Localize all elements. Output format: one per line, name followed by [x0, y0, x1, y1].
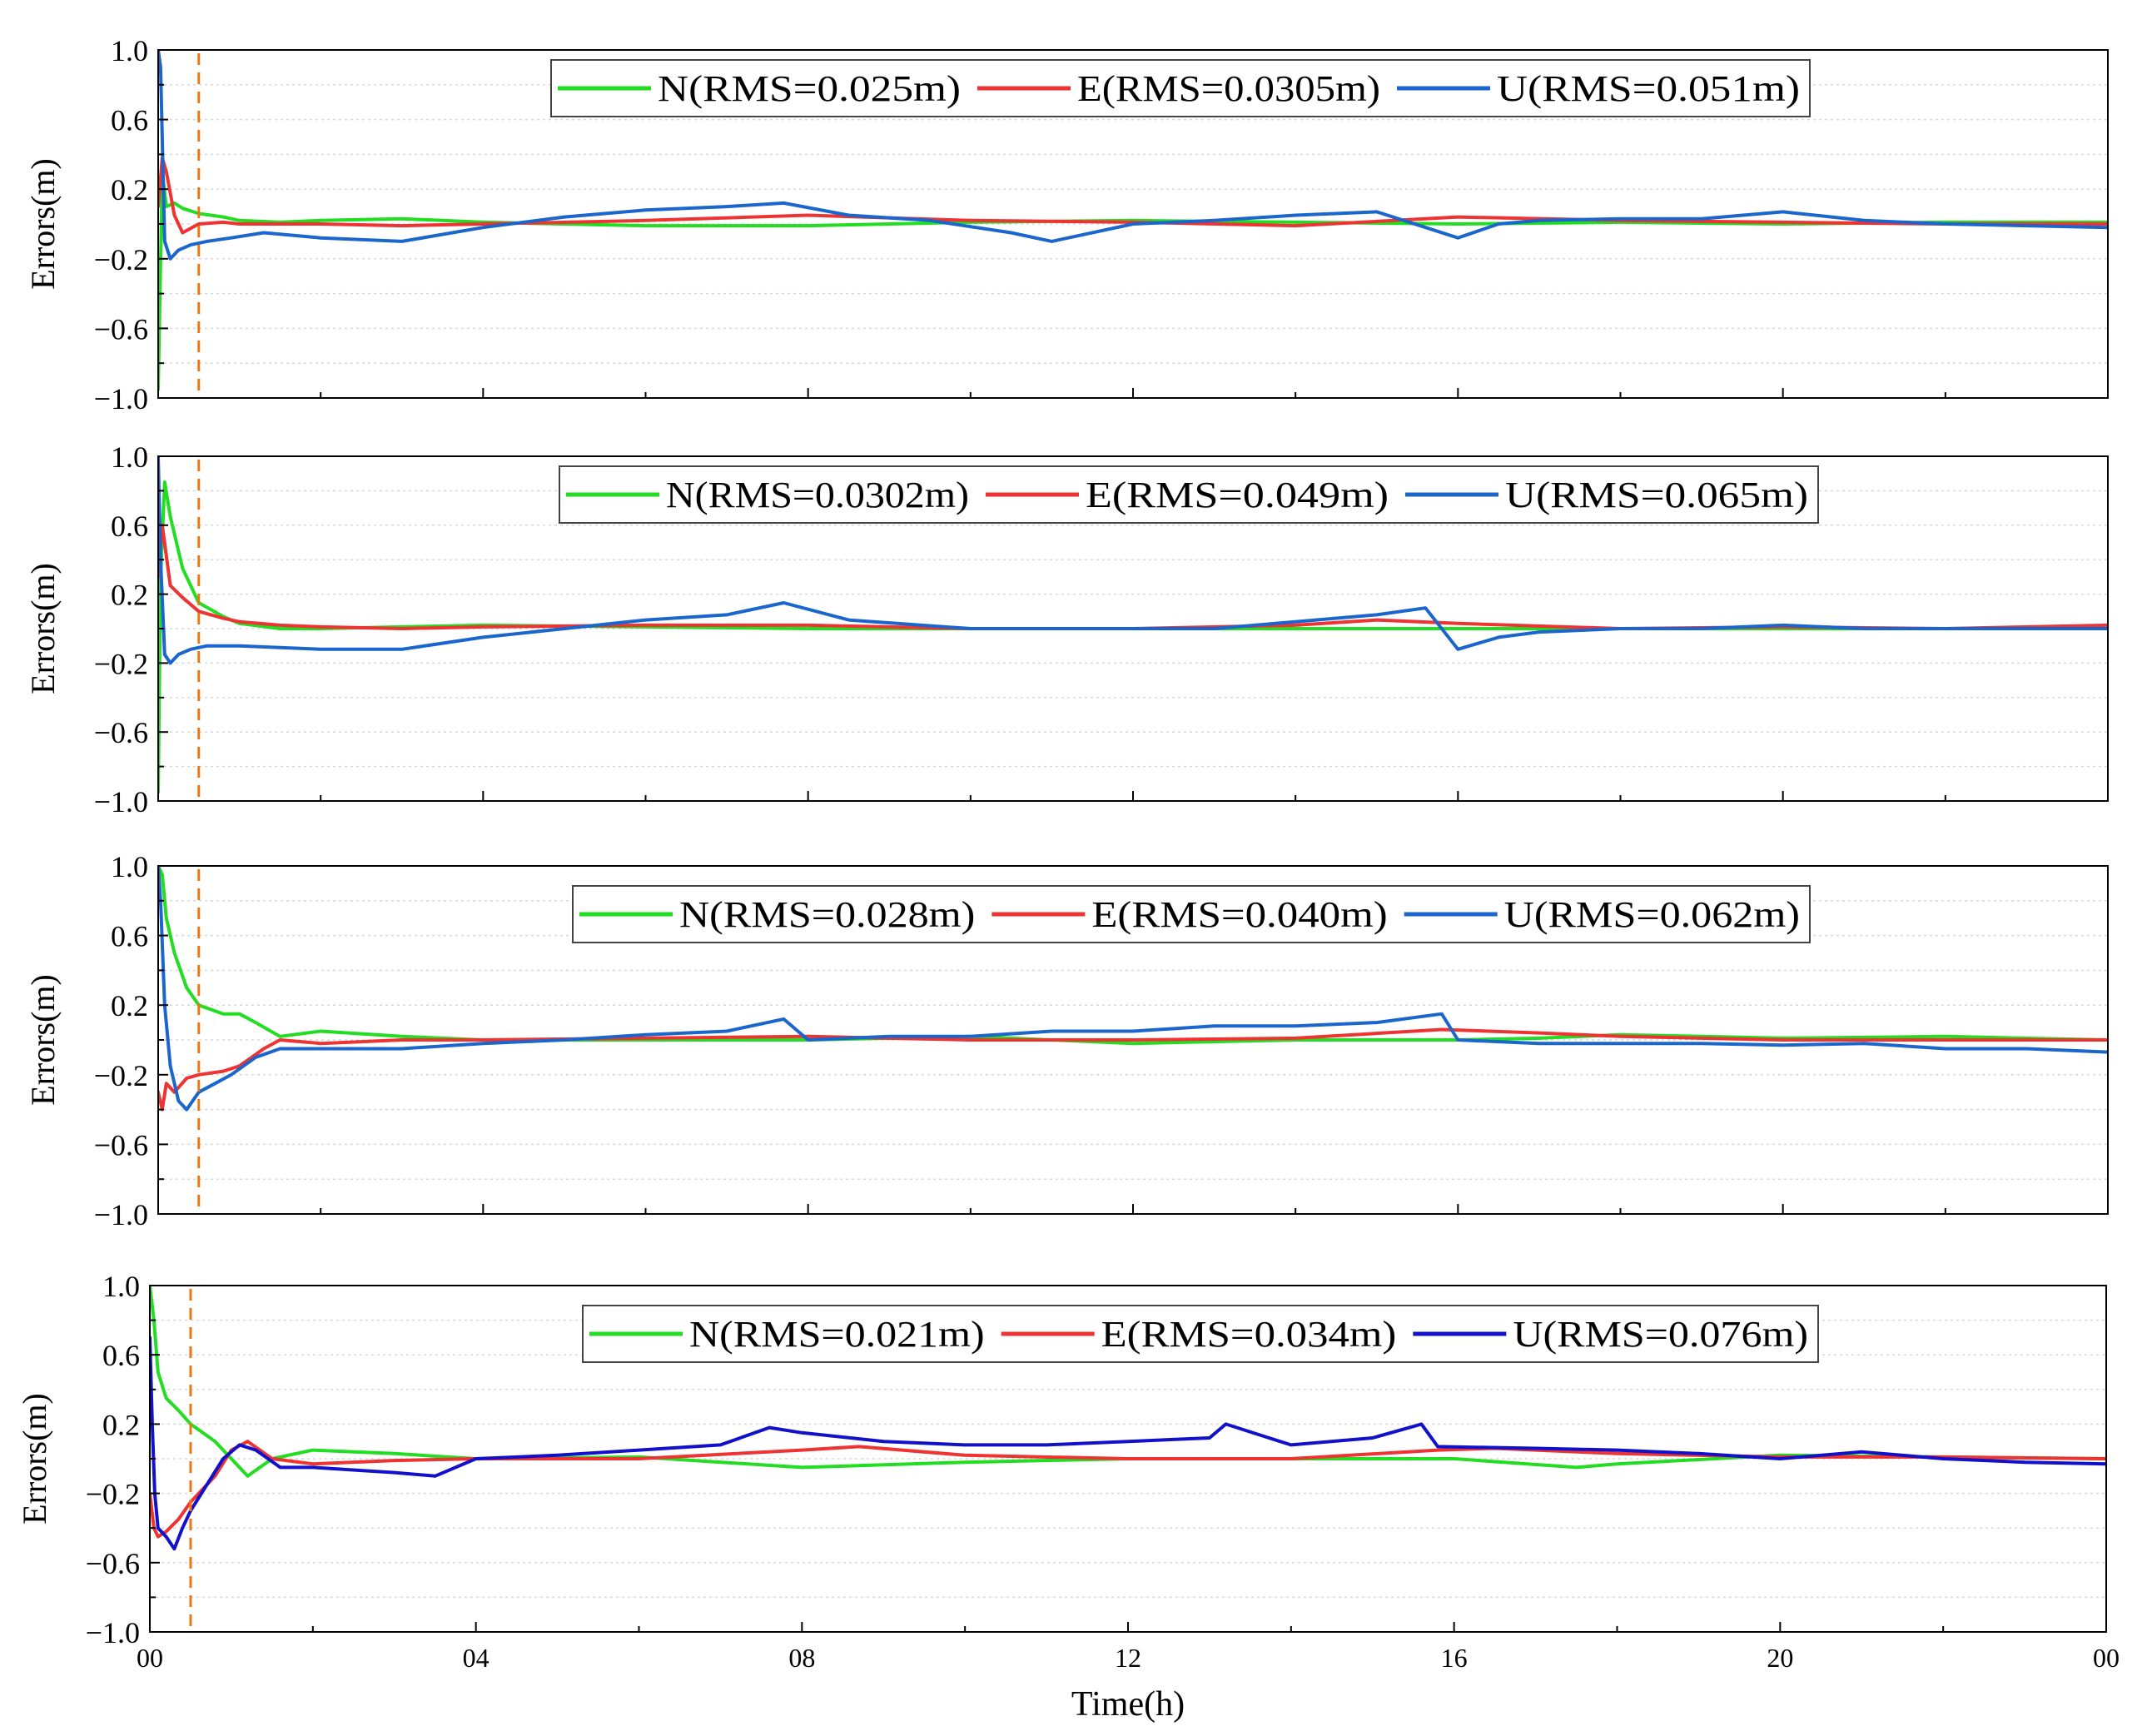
series-line-u [150, 1336, 2106, 1551]
legend-frame [550, 59, 1811, 117]
legend-label-u: U(RMS=0.062m) [1504, 894, 1800, 935]
legend-label-n: N(RMS=0.025m) [658, 68, 961, 109]
y-tick-label: 0.6 [111, 104, 148, 137]
legend-label-e: E(RMS=0.034m) [1101, 1314, 1397, 1355]
y-axis-label: Errors(m) [24, 974, 62, 1106]
legend-label-u: U(RMS=0.051m) [1497, 68, 1800, 109]
y-tick-label: −1.0 [94, 382, 148, 415]
legend-frame [572, 885, 1811, 943]
y-tick-label: 0.2 [111, 173, 148, 206]
legend-label-u: U(RMS=0.065m) [1505, 475, 1808, 515]
y-tick-label: 0.6 [111, 510, 148, 543]
series-line-u [158, 456, 2108, 665]
series-line-e [158, 523, 2108, 630]
series-line-u [158, 866, 2108, 1112]
series-line-n [158, 170, 2108, 391]
y-tick-label: 1.0 [111, 850, 148, 883]
y-tick-label: −0.2 [94, 243, 148, 276]
legend: N(RMS=0.0302m) E(RMS=0.049m) U(RMS=0.065m) [559, 465, 1819, 524]
legend-label-n: N(RMS=0.021m) [689, 1314, 985, 1355]
y-axis-label: Errors(m) [24, 158, 62, 290]
series-group [158, 50, 2108, 391]
y-tick-label: 1.0 [111, 34, 148, 67]
chart-panel-4: 1.0 0.6 0.2 −0.2 −0.6 −1.0 Errors(m) N(RMS=0.02… [16, 1270, 2120, 1724]
chart-panel-2: 1.0 0.6 0.2 −0.2 −0.6 −1.0 Errors(m) N(RMS=0.03… [24, 440, 2109, 818]
series-group [158, 456, 2108, 794]
y-tick-label: 0.2 [111, 579, 148, 612]
x-tick-label: 04 [463, 1643, 490, 1673]
y-tick-label: −0.6 [94, 1128, 148, 1161]
legend: N(RMS=0.028m) E(RMS=0.040m) U(RMS=0.062m) [572, 885, 1811, 943]
y-tick-label: −0.6 [94, 716, 148, 749]
series-line-n [158, 866, 2108, 1046]
y-tick-label: −0.6 [86, 1547, 140, 1580]
series-group [150, 1286, 2106, 1551]
legend-label-e: E(RMS=0.0305m) [1077, 68, 1380, 109]
y-tick-label: 0.2 [102, 1408, 140, 1441]
series-group [158, 866, 2108, 1112]
y-tick-label: −0.6 [94, 312, 148, 346]
legend: N(RMS=0.021m) E(RMS=0.034m) U(RMS=0.076m) [582, 1305, 1819, 1363]
y-tick-label: 1.0 [111, 440, 148, 474]
y-tick-label: −1.0 [86, 1616, 140, 1649]
series-line-n [150, 1286, 2106, 1478]
y-tick-label: 0.6 [102, 1339, 140, 1372]
series-line-u [158, 50, 2108, 261]
legend-label-n: N(RMS=0.028m) [679, 894, 975, 935]
legend-label-u: U(RMS=0.076m) [1513, 1314, 1808, 1355]
legend: N(RMS=0.025m) E(RMS=0.0305m) U(RMS=0.051m) [550, 59, 1811, 117]
y-tick-label: −0.2 [94, 1059, 148, 1092]
legend-frame [582, 1305, 1819, 1363]
y-tick-label: −1.0 [94, 1198, 148, 1231]
x-tick-label: 20 [1767, 1643, 1793, 1673]
y-axis-label: Errors(m) [24, 563, 62, 694]
y-tick-label: −0.2 [86, 1478, 140, 1511]
legend-label-n: N(RMS=0.0302m) [666, 475, 969, 515]
y-tick-label: −0.2 [94, 647, 148, 680]
y-tick-label: 0.6 [111, 920, 148, 953]
x-tick-label: 00 [137, 1643, 163, 1673]
x-tick-label: 16 [1441, 1643, 1468, 1673]
x-axis-label: Time(h) [1071, 1685, 1185, 1724]
legend-label-e: E(RMS=0.049m) [1086, 475, 1389, 515]
y-tick-label: 1.0 [102, 1270, 140, 1303]
y-axis-label: Errors(m) [16, 1393, 53, 1525]
series-line-n [158, 480, 2108, 794]
x-tick-label: 12 [1115, 1643, 1141, 1673]
chart-panel-1: 1.0 0.6 0.2 −0.2 −0.6 −1.0 Errors(m) N(RMS=0.02… [24, 34, 2109, 415]
legend-frame [559, 465, 1819, 524]
y-tick-label: 0.2 [111, 989, 148, 1022]
chart-panel-3: 1.0 0.6 0.2 −0.2 −0.6 −1.0 Errors(m) N(RMS=0.02… [24, 850, 2109, 1231]
series-line-e [158, 1027, 2108, 1112]
x-tick-label: 00 [2093, 1643, 2120, 1673]
legend-label-e: E(RMS=0.040m) [1091, 894, 1387, 935]
series-line-e [158, 156, 2108, 235]
x-tick-label: 08 [788, 1643, 815, 1673]
y-tick-label: −1.0 [94, 785, 148, 818]
